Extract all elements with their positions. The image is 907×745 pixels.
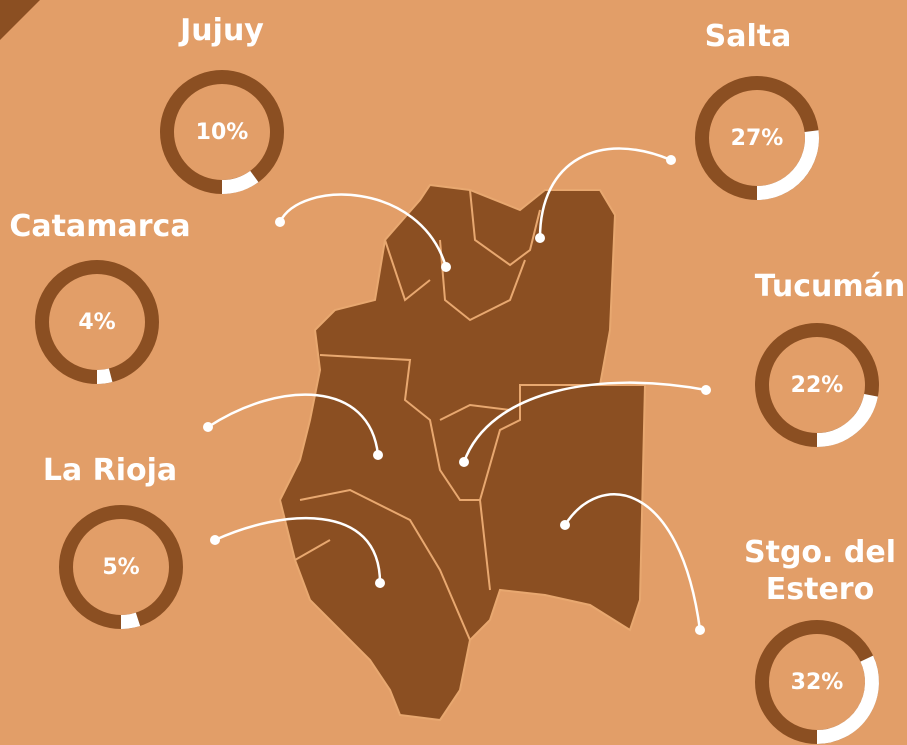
dot <box>373 450 383 460</box>
corner-decoration <box>0 0 40 40</box>
dot <box>375 578 385 588</box>
dot <box>695 625 705 635</box>
donut-segment <box>221 170 259 194</box>
donut-label: 27% <box>731 126 784 151</box>
dot <box>441 262 451 272</box>
province-title: Salta <box>704 19 792 54</box>
dot <box>210 535 220 545</box>
donut-label: 32% <box>791 670 844 695</box>
province-borders <box>294 189 600 641</box>
donut-label: 10% <box>196 120 249 145</box>
province-title: Jujuy <box>180 13 264 48</box>
dot <box>203 422 213 432</box>
donut-segment <box>816 393 878 447</box>
donut-segment <box>756 130 819 200</box>
connectors <box>207 147 707 631</box>
connector <box>278 193 448 268</box>
region-map <box>278 183 647 722</box>
donut-segment <box>120 612 141 629</box>
donut-label: 5% <box>102 555 139 580</box>
donut-segment <box>96 368 113 384</box>
dot <box>459 457 469 467</box>
dot <box>666 155 676 165</box>
connector <box>214 516 382 584</box>
province-title: Tucumán <box>754 269 906 304</box>
province-title: Stgo. del Estero <box>744 535 896 607</box>
donut-label: 4% <box>78 310 115 335</box>
connector-dots <box>203 155 711 635</box>
province-title: La Rioja <box>42 453 178 488</box>
connector <box>563 493 702 631</box>
donut-label: 22% <box>791 373 844 398</box>
donut-segment <box>816 655 879 744</box>
connector <box>538 147 672 239</box>
dot <box>560 520 570 530</box>
dot <box>535 233 545 243</box>
connector <box>207 393 380 456</box>
province-title: Catamarca <box>9 209 191 244</box>
connector <box>462 381 707 463</box>
dot <box>275 217 285 227</box>
dot <box>701 385 711 395</box>
